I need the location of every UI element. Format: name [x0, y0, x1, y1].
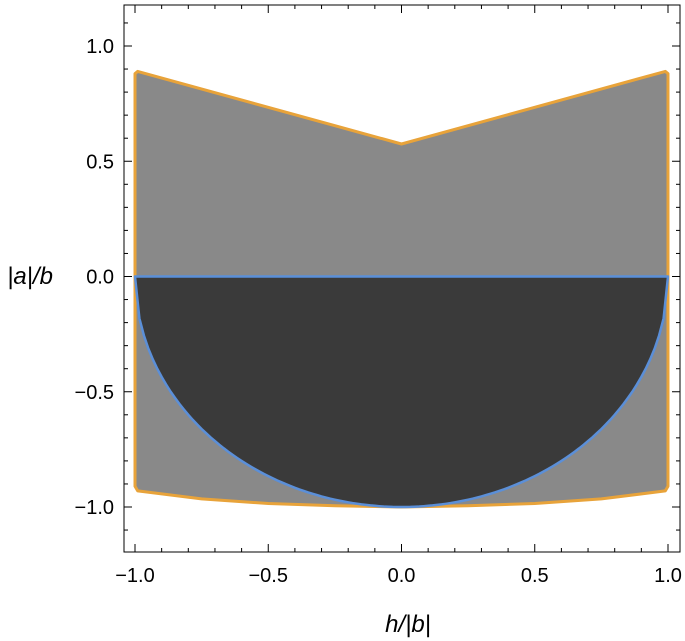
x-tick-label: 0.5: [521, 565, 549, 587]
x-tick-label: 0.0: [388, 565, 416, 587]
x-tick-label: −1.0: [115, 565, 154, 587]
x-tick-label: −0.5: [249, 565, 288, 587]
y-axis-label: |a|/b: [7, 263, 53, 290]
x-tick-label: 1.0: [654, 565, 682, 587]
inner-region: [133, 275, 670, 509]
y-tick-label: 0.5: [86, 151, 114, 173]
x-axis-label: h/|b|: [385, 611, 431, 638]
y-tick-label: 0.0: [86, 267, 114, 289]
plot-regions: [133, 69, 670, 509]
y-tick-label: −1.0: [75, 497, 114, 519]
y-tick-label: −0.5: [75, 382, 114, 404]
axis-ticks: −1.0 −0.5 0.0 0.5 1.0 −1.0 −0.5 0.0 0.5 1.0: [75, 5, 682, 587]
y-tick-label: 1.0: [86, 36, 114, 58]
